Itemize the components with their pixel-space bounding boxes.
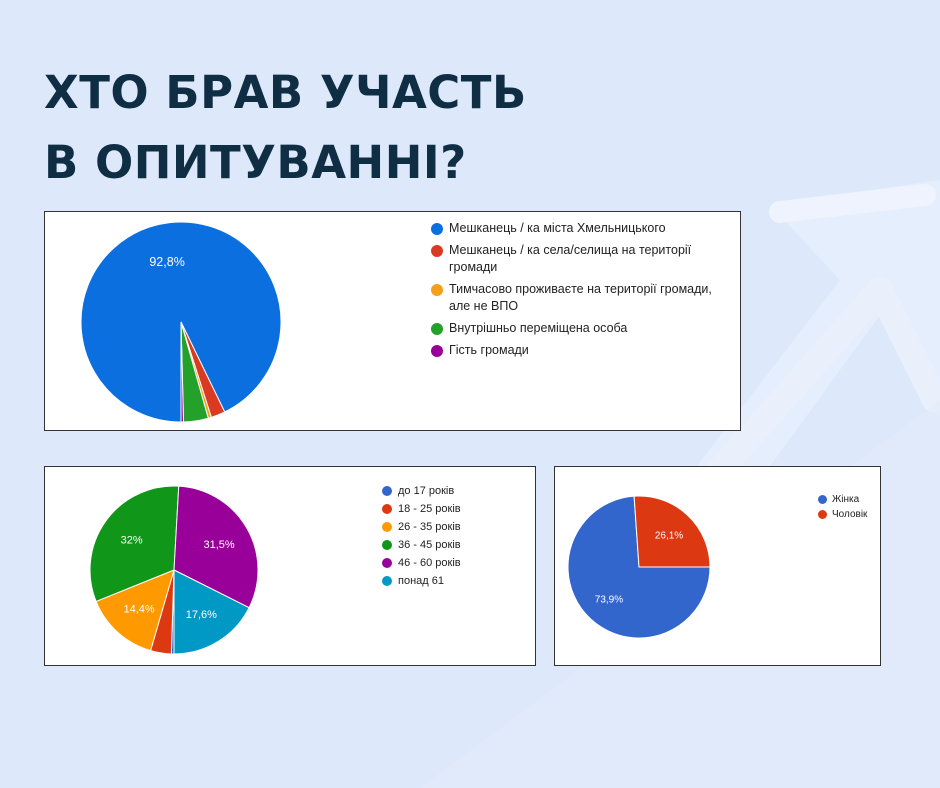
legend-label: 26 - 35 років	[398, 521, 461, 533]
legend-label: до 17 років	[398, 485, 455, 497]
pie-slice-3	[95, 569, 175, 652]
legend-item: Тимчасово проживаєте на території громад…	[431, 281, 731, 315]
legend-label: Мешканець / ка міста Хмельницького	[449, 221, 666, 235]
legend-label: Мешканець / ка села/селища на території …	[449, 243, 692, 274]
gender-chart-card: 73,9% 26,1% Жінка Чоловік	[554, 466, 881, 666]
pie-data-label-3: 14,4%	[123, 603, 154, 615]
legend-item: 26 - 35 років	[382, 520, 461, 534]
legend-swatch	[818, 510, 827, 519]
pie-slice-6	[173, 569, 250, 655]
legend-item: Гість громади	[431, 342, 731, 359]
legend-swatch	[431, 284, 443, 296]
legend-swatch	[431, 223, 443, 235]
gender-legend: Жінка Чоловік	[818, 493, 867, 523]
pie-data-label-1: 92,8%	[149, 255, 184, 269]
legend-item: Внутрішньо переміщена особа	[431, 320, 731, 337]
legend-swatch	[382, 522, 392, 532]
legend-swatch	[382, 540, 392, 550]
pie-data-label-6: 17,6%	[186, 609, 217, 621]
legend-swatch	[382, 486, 392, 496]
residence-pie-chart: 92,8%	[80, 221, 282, 423]
title-line-1: ХТО БРАВ УЧАСТЬ	[44, 66, 527, 119]
gender-pie-chart: 73,9% 26,1%	[567, 495, 711, 639]
legend-swatch	[382, 504, 392, 514]
age-pie-chart: 14,4% 32% 31,5% 17,6%	[89, 485, 259, 655]
pie-data-label-4: 32%	[121, 535, 143, 547]
legend-label: Гість громади	[449, 343, 529, 357]
legend-label: понад 61	[398, 575, 444, 587]
pie-slice-5	[180, 321, 185, 423]
legend-label: Жінка	[832, 494, 860, 505]
pie-data-label-5: 31,5%	[203, 539, 234, 551]
legend-label: 18 - 25 років	[398, 503, 461, 515]
legend-item: Мешканець / ка міста Хмельницького	[431, 220, 731, 237]
pie-data-label-2: 26,1%	[655, 530, 683, 541]
legend-swatch	[431, 245, 443, 257]
legend-label: Тимчасово проживаєте на території громад…	[449, 282, 712, 313]
legend-swatch	[431, 345, 443, 357]
legend-label: 36 - 45 років	[398, 539, 461, 551]
legend-item: Чоловік	[818, 508, 867, 521]
legend-label: Чоловік	[832, 509, 868, 520]
legend-swatch	[818, 495, 827, 504]
residence-legend: Мешканець / ка міста Хмельницького Мешкан…	[431, 220, 731, 364]
age-legend: до 17 років 18 - 25 років 26 - 35 років 36 …	[382, 484, 461, 592]
legend-item: Жінка	[818, 493, 867, 506]
title-line-2: В ОПИТУВАННІ?	[44, 136, 467, 189]
legend-item: понад 61	[382, 574, 461, 588]
legend-item: 36 - 45 років	[382, 538, 461, 552]
legend-swatch	[382, 576, 392, 586]
legend-swatch	[431, 323, 443, 335]
page-title: ХТО БРАВ УЧАСТЬ В ОПИТУВАННІ?	[44, 58, 527, 198]
legend-item: 46 - 60 років	[382, 556, 461, 570]
legend-swatch	[382, 558, 392, 568]
residence-chart-card: 92,8% Мешканець / ка міста Хмельницького…	[44, 211, 741, 431]
legend-item: 18 - 25 років	[382, 502, 461, 516]
legend-item: Мешканець / ка села/селища на території …	[431, 242, 731, 276]
pie-slice-5	[173, 485, 259, 609]
legend-item: до 17 років	[382, 484, 461, 498]
age-chart-card: 14,4% 32% 31,5% 17,6% до 17 років 18 - 25 ро…	[44, 466, 536, 666]
legend-label: 46 - 60 років	[398, 557, 461, 569]
pie-slice-4	[89, 485, 180, 603]
pie-data-label-1: 73,9%	[595, 595, 623, 606]
pie-slice-2	[633, 495, 711, 568]
legend-label: Внутрішньо переміщена особа	[449, 321, 628, 335]
